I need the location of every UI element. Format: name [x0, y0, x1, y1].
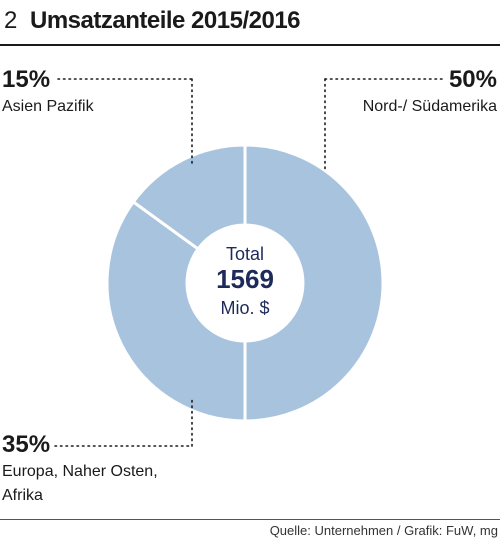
- donut-center: Total 1569 Mio. $: [216, 244, 274, 318]
- slice-category-label: Afrika: [2, 487, 43, 504]
- slice-value-label: 50%: [449, 66, 497, 93]
- figure-number: 2: [4, 7, 18, 34]
- leader-lines: [54, 78, 443, 447]
- slice-labels: 50% Nord-/ Südamerika 35% Europa, Naher Ost…: [2, 66, 497, 504]
- donut-slice: [131, 143, 247, 252]
- center-total-label: Total: [226, 244, 264, 264]
- chart-header: 2 Umsatzanteile 2015/2016: [0, 0, 500, 46]
- slice-category-label: Asien Pazifik: [2, 98, 95, 115]
- slice-value-label: 15%: [2, 66, 50, 93]
- footer-rule: [0, 519, 500, 520]
- source-note: Quelle: Unternehmen / Grafik: FuW, mg: [269, 523, 498, 538]
- slice-category-label: Europa, Naher Osten,: [2, 463, 158, 480]
- center-total-value: 1569: [216, 264, 274, 294]
- donut-slice: [105, 199, 247, 423]
- header-rule: [0, 44, 500, 46]
- chart-title: Umsatzanteile 2015/2016: [30, 7, 301, 34]
- slice-value-label: 35%: [2, 431, 50, 458]
- slice-category-label: Nord-/ Südamerika: [363, 98, 497, 115]
- donut-slices: [105, 143, 385, 423]
- center-total-unit: Mio. $: [220, 298, 269, 318]
- donut-slice: [243, 143, 385, 423]
